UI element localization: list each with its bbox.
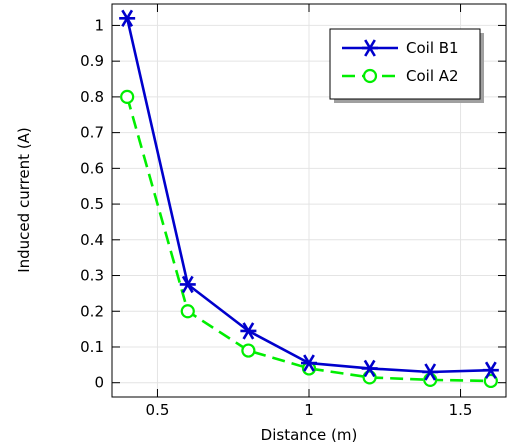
y-tick-label: 0.9 xyxy=(80,52,104,70)
y-tick-label: 0.2 xyxy=(80,302,104,320)
legend-label: Coil A2 xyxy=(406,67,459,85)
circle-marker xyxy=(364,70,376,82)
circle-marker xyxy=(242,345,254,357)
circle-marker xyxy=(121,91,133,103)
y-tick-label: 0.6 xyxy=(80,159,104,177)
y-tick-label: 0 xyxy=(94,374,104,392)
x-axis-title: Distance (m) xyxy=(261,426,358,444)
y-tick-label: 0.4 xyxy=(80,231,104,249)
legend-label: Coil B1 xyxy=(406,39,459,57)
y-tick-label: 0.8 xyxy=(80,88,104,106)
circle-marker xyxy=(182,305,194,317)
legend: Coil B1 Coil A2 xyxy=(330,29,484,103)
x-tick-label: 1.5 xyxy=(449,401,473,419)
y-axis-title: Induced current (A) xyxy=(15,127,33,273)
y-tick-label: 0.5 xyxy=(80,195,104,213)
y-tick-label: 0.7 xyxy=(80,124,104,142)
y-tick-label: 0.3 xyxy=(80,267,104,285)
y-tick-label: 1 xyxy=(94,16,104,34)
x-tick-label: 0.5 xyxy=(146,401,170,419)
y-tick-label: 0.1 xyxy=(80,338,104,356)
x-tick-label: 1 xyxy=(304,401,314,419)
